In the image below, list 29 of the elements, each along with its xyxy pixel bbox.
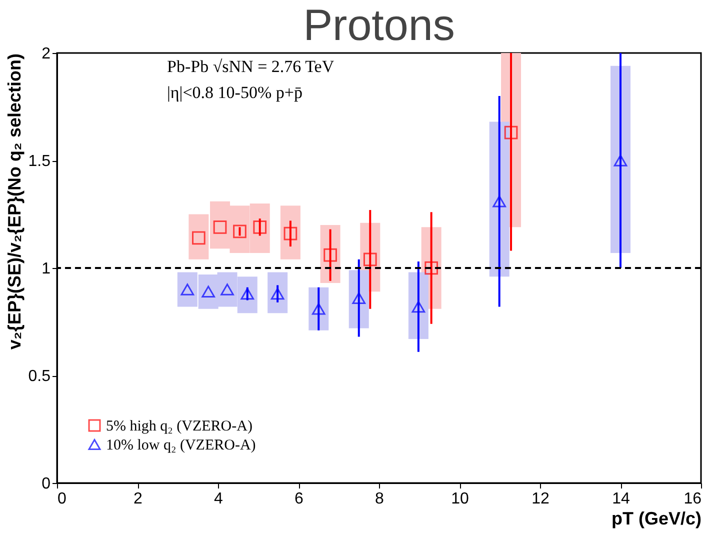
legend-label: 10% low q₂ (VZERO-A) [106, 438, 256, 454]
point [492, 195, 506, 208]
x-tick-label: 2 [134, 490, 143, 508]
annotation: Pb-Pb √sNN = 2.76 TeV [167, 57, 335, 76]
x-tick-label: 6 [294, 490, 304, 508]
point [424, 261, 438, 275]
x-tick-label: 8 [375, 490, 384, 508]
y-tick-label: 0.5 [28, 368, 51, 385]
x-axis-title: pT (GeV/c) [611, 508, 702, 528]
annotation: |η|<0.8 10-50% p+p̄ [167, 83, 302, 102]
legend-label: 5% high q₂ (VZERO-A) [106, 418, 252, 434]
point [504, 126, 518, 140]
point [352, 292, 366, 304]
point [324, 248, 337, 262]
point [363, 252, 377, 266]
y-tick-label: 2 [42, 46, 51, 62]
y-tick-label: 0 [42, 476, 51, 492]
x-tick-label: 14 [612, 490, 630, 508]
x-tick-label: 4 [214, 490, 224, 508]
x-tick-label: 10 [451, 490, 469, 508]
x-tick-label: 16 [684, 490, 702, 508]
y-tick-label: 1.5 [28, 153, 51, 170]
point [614, 154, 628, 166]
x-tick-label: 12 [532, 490, 550, 508]
point [412, 300, 426, 313]
y-axis-title: v₂{EP}(SE)/v₂{EP}(No q₂ selection) [4, 54, 24, 350]
y-tick-label: 1 [42, 260, 51, 278]
chart-title: Protons [303, 1, 455, 50]
x-tick-label: 0 [58, 490, 66, 508]
